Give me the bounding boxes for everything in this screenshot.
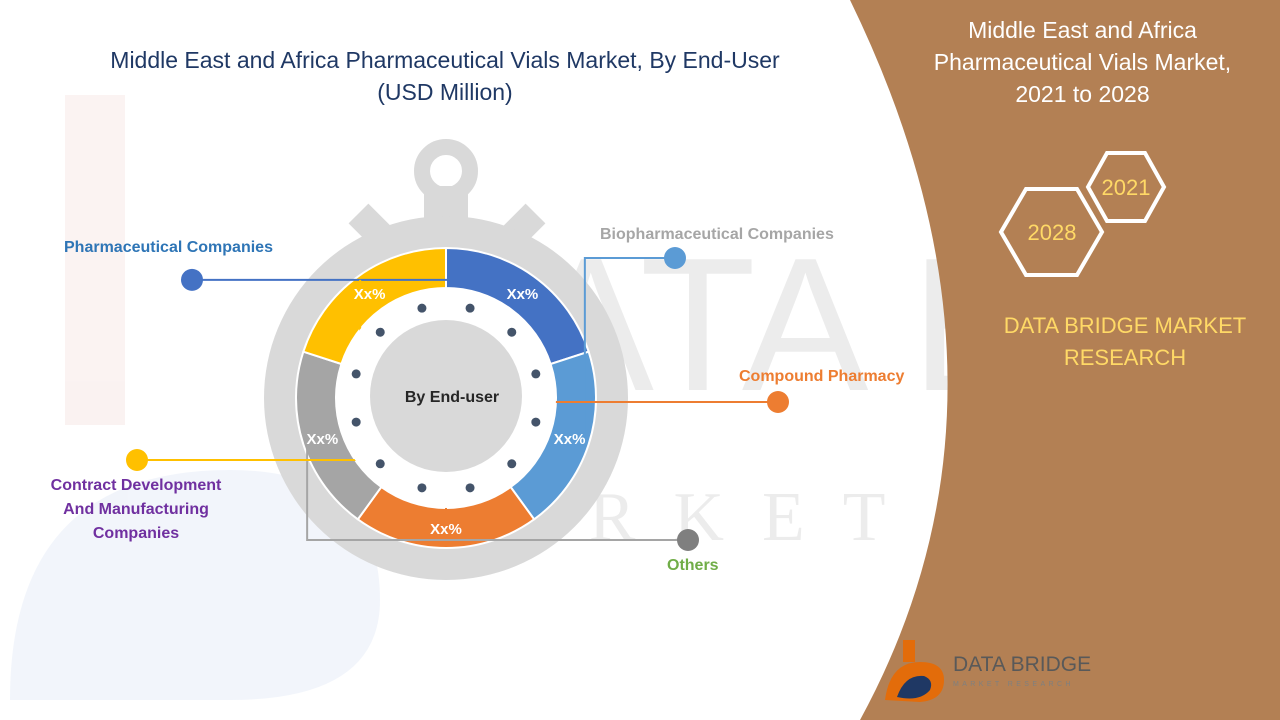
clock-dot xyxy=(351,417,361,427)
clock-dot xyxy=(417,483,427,493)
chart-title-line1: Middle East and Africa Pharmaceutical Vi… xyxy=(110,47,780,73)
chart-title-line2: (USD Million) xyxy=(377,79,513,105)
category-label-others: Others xyxy=(667,557,719,574)
logo-icon xyxy=(903,640,915,662)
leader-dot-compound-pharmacy xyxy=(767,391,789,413)
leader-dot-contract-development xyxy=(126,449,148,471)
value-labels: Xx% Xx% Xx% Xx% Xx% xyxy=(307,286,586,538)
leader-line-biopharmaceutical xyxy=(583,257,675,444)
watermark-logo-shape xyxy=(10,470,380,700)
center-hub xyxy=(370,320,522,472)
logo-tagline: MARKET RESEARCH xyxy=(953,681,1074,688)
sidebar-panel xyxy=(850,0,1280,720)
year-hexagons: 2021 2028 xyxy=(998,151,1167,277)
value-label-others: Xx% xyxy=(307,431,339,448)
clock-dots xyxy=(351,303,541,493)
logo-icon xyxy=(897,675,932,699)
chart-title: Middle East and Africa Pharmaceutical Vi… xyxy=(60,44,830,108)
category-label-biopharmaceutical: Biopharmaceutical Companies xyxy=(600,226,834,243)
clock-dot xyxy=(417,303,427,313)
clock-dot xyxy=(531,369,541,379)
category-label-pharmaceutical: Pharmaceutical Companies xyxy=(64,239,273,256)
leader-line-others xyxy=(306,443,688,541)
leader-dot-pharmaceutical xyxy=(181,268,203,291)
value-label-contract-development: Xx% xyxy=(354,286,386,303)
watermark-logo-shape xyxy=(65,95,125,425)
category-label-compound-pharmacy: Compound Pharmacy xyxy=(739,368,905,385)
sidebar-title-line1: Middle East and Africa xyxy=(968,17,1197,43)
sidebar-title-line3: 2021 to 2028 xyxy=(1015,81,1150,107)
brand-name-line1: DATA BRIDGE MARKET xyxy=(1003,313,1247,338)
clock-dot xyxy=(507,327,517,337)
clock-dot xyxy=(375,459,385,469)
logo-name: DATA BRIDGE xyxy=(953,653,1091,676)
clock-dot xyxy=(375,327,385,337)
category-label-contract-development: Contract Development And Manufacturing C… xyxy=(50,477,222,542)
brand-name-line2: RESEARCH xyxy=(1063,345,1187,370)
year-end: 2028 xyxy=(1028,220,1077,245)
clock-dot xyxy=(465,303,475,313)
value-label-biopharmaceutical: Xx% xyxy=(554,431,586,448)
sidebar-title: Middle East and Africa Pharmaceutical Vi… xyxy=(905,14,1260,110)
leader-dot-others xyxy=(677,529,699,551)
center-label: By End-user xyxy=(405,389,499,406)
hexagon-icon xyxy=(998,187,1105,277)
company-logo: DATA BRIDGE MARKET RESEARCH xyxy=(885,640,1091,702)
value-label-pharmaceutical: Xx% xyxy=(507,286,539,303)
value-label-compound-pharmacy: Xx% xyxy=(430,521,462,538)
clock-dot xyxy=(531,417,541,427)
year-start: 2021 xyxy=(1102,175,1151,200)
clock-dot xyxy=(351,369,361,379)
brand-name: DATA BRIDGE MARKET RESEARCH xyxy=(990,310,1260,374)
clock-dot xyxy=(465,483,475,493)
clock-dot xyxy=(507,459,517,469)
hexagon-icon xyxy=(1085,151,1167,223)
sidebar-title-line2: Pharmaceutical Vials Market, xyxy=(933,49,1232,75)
leader-dot-biopharmaceutical xyxy=(664,247,686,269)
